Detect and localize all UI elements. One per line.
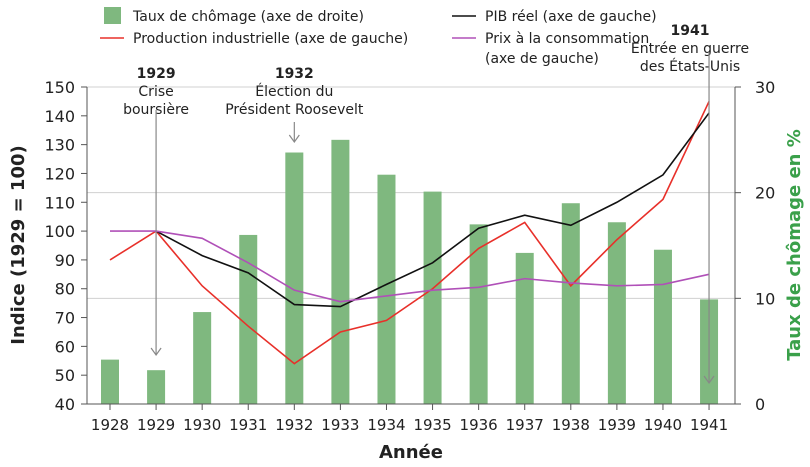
annotation-year: 1929 bbox=[137, 66, 176, 82]
y2-tick-label: 0 bbox=[755, 395, 765, 414]
annotation-year: 1941 bbox=[671, 23, 710, 39]
legend-swatch-bars bbox=[104, 7, 121, 24]
y-tick-label: 80 bbox=[55, 280, 75, 299]
y-tick-label: 120 bbox=[44, 164, 75, 183]
x-tick-label: 1933 bbox=[321, 416, 359, 434]
y-axis-title: Indice (1929 = 100) bbox=[8, 145, 29, 344]
annotation-text: Président Roosevelt bbox=[225, 102, 364, 118]
bar-1938 bbox=[561, 203, 580, 404]
annotation-year: 1932 bbox=[275, 66, 314, 82]
y2-axis-title: Taux de chômage en % bbox=[784, 129, 805, 361]
x-tick-label: 1938 bbox=[552, 416, 590, 434]
x-tick-label: 1941 bbox=[690, 416, 728, 434]
x-tick-label: 1929 bbox=[137, 416, 175, 434]
series-line-0 bbox=[109, 101, 710, 365]
y-tick-label: 70 bbox=[55, 309, 75, 328]
x-tick-label: 1937 bbox=[506, 416, 544, 434]
legend-label: PIB réel (axe de gauche) bbox=[485, 9, 657, 25]
x-tick-label: 1930 bbox=[183, 416, 221, 434]
bar-1939 bbox=[607, 222, 626, 404]
arrow-head-icon bbox=[150, 347, 162, 357]
x-axis-title: Année bbox=[379, 442, 443, 463]
annotation-text: Crise bbox=[138, 84, 173, 100]
x-tick-label: 1931 bbox=[229, 416, 267, 434]
bar-1936 bbox=[469, 224, 488, 404]
x-tick-label: 1934 bbox=[367, 416, 405, 434]
y-tick-label: 130 bbox=[44, 136, 75, 155]
x-tick-label: 1936 bbox=[460, 416, 498, 434]
bar-1933 bbox=[331, 139, 350, 405]
bar-1934 bbox=[377, 174, 396, 404]
bar-1937 bbox=[515, 252, 534, 404]
y2-tick-label: 20 bbox=[755, 184, 775, 203]
bar-1940 bbox=[653, 249, 672, 404]
bar-1928 bbox=[101, 359, 119, 404]
bar-1930 bbox=[193, 312, 212, 404]
x-tick-label: 1940 bbox=[644, 416, 682, 434]
y-tick-label: 140 bbox=[44, 107, 75, 126]
y-tick-label: 90 bbox=[55, 251, 75, 270]
bar-1931 bbox=[239, 234, 258, 404]
x-tick-label: 1928 bbox=[91, 416, 129, 434]
y-tick-label: 110 bbox=[44, 193, 75, 212]
x-tick-label: 1932 bbox=[275, 416, 313, 434]
y-tick-label: 40 bbox=[55, 395, 75, 414]
x-tick-label: 1935 bbox=[413, 416, 451, 434]
y2-tick-label: 30 bbox=[755, 78, 775, 97]
legend-label: Taux de chômage (axe de droite) bbox=[132, 9, 364, 25]
arrow-head-icon bbox=[288, 134, 300, 144]
y-tick-label: 50 bbox=[55, 366, 75, 385]
arrow-head-icon bbox=[703, 375, 715, 385]
legend-label: Prix à la consommation bbox=[485, 31, 649, 47]
annotation-text: Élection du bbox=[255, 83, 333, 100]
bar-1935 bbox=[423, 191, 442, 404]
y2-tick-label: 10 bbox=[755, 289, 775, 308]
y-tick-label: 150 bbox=[44, 78, 75, 97]
legend-label: (axe de gauche) bbox=[485, 51, 599, 67]
bar-1929 bbox=[147, 370, 166, 404]
y-tick-label: 100 bbox=[44, 222, 75, 241]
annotation-text: Entrée en guerre bbox=[631, 41, 749, 57]
x-tick-label: 1939 bbox=[598, 416, 636, 434]
annotation-text: des États-Unis bbox=[640, 58, 740, 75]
y-tick-label: 60 bbox=[55, 337, 75, 356]
series-line-2 bbox=[110, 230, 710, 303]
bar-1932 bbox=[285, 152, 304, 404]
series-line-1 bbox=[155, 112, 710, 308]
legend-label: Production industrielle (axe de gauche) bbox=[133, 31, 408, 47]
